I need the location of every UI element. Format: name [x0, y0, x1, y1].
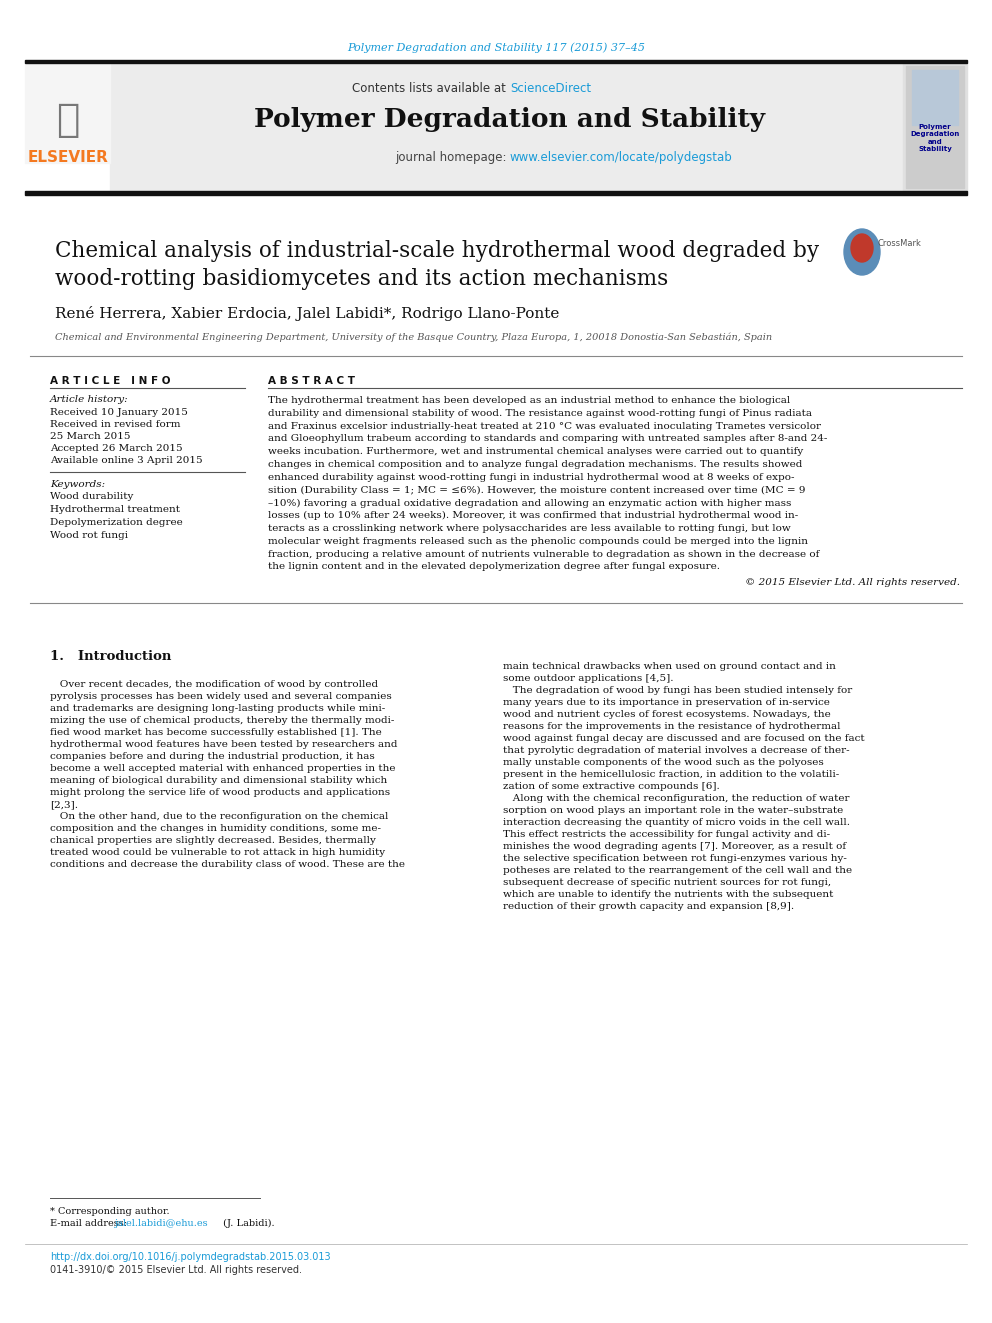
Text: might prolong the service life of wood products and applications: might prolong the service life of wood p… [50, 789, 390, 796]
Text: pyrolysis processes has been widely used and several companies: pyrolysis processes has been widely used… [50, 692, 392, 701]
Bar [906, 66, 964, 188]
Text: 🌳: 🌳 [57, 101, 79, 139]
Bar [25, 60, 967, 64]
Text: CrossMark: CrossMark [878, 239, 922, 249]
Text: reasons for the improvements in the resistance of hydrothermal: reasons for the improvements in the resi… [503, 722, 840, 732]
Text: Accepted 26 March 2015: Accepted 26 March 2015 [50, 445, 183, 452]
Text: Contents lists available at: Contents lists available at [352, 82, 510, 94]
Text: Along with the chemical reconfiguration, the reduction of water: Along with the chemical reconfiguration,… [503, 794, 849, 803]
Text: treated wood could be vulnerable to rot attack in high humidity: treated wood could be vulnerable to rot … [50, 848, 385, 857]
Text: http://dx.doi.org/10.1016/j.polymdegradstab.2015.03.013: http://dx.doi.org/10.1016/j.polymdegrads… [50, 1252, 330, 1262]
Text: subsequent decrease of specific nutrient sources for rot fungi,: subsequent decrease of specific nutrient… [503, 878, 831, 886]
Text: molecular weight fragments released such as the phenolic compounds could be merg: molecular weight fragments released such… [268, 537, 808, 546]
Text: hydrothermal wood features have been tested by researchers and: hydrothermal wood features have been tes… [50, 740, 398, 749]
Text: Depolymerization degree: Depolymerization degree [50, 519, 183, 527]
Text: 25 March 2015: 25 March 2015 [50, 433, 131, 441]
Text: interaction decreasing the quantity of micro voids in the cell wall.: interaction decreasing the quantity of m… [503, 818, 850, 827]
Text: –10%) favoring a gradual oxidative degradation and allowing an enzymatic action : –10%) favoring a gradual oxidative degra… [268, 499, 792, 508]
Text: wood and nutrient cycles of forest ecosystems. Nowadays, the: wood and nutrient cycles of forest ecosy… [503, 710, 830, 718]
Text: journal homepage:: journal homepage: [395, 152, 510, 164]
Text: which are unable to identify the nutrients with the subsequent: which are unable to identify the nutrien… [503, 890, 833, 900]
Text: The hydrothermal treatment has been developed as an industrial method to enhance: The hydrothermal treatment has been deve… [268, 396, 791, 405]
Text: Hydrothermal treatment: Hydrothermal treatment [50, 505, 180, 515]
Text: This effect restricts the accessibility for fungal activity and di-: This effect restricts the accessibility … [503, 830, 830, 839]
Text: A R T I C L E   I N F O: A R T I C L E I N F O [50, 376, 171, 386]
Text: Over recent decades, the modification of wood by controlled: Over recent decades, the modification of… [50, 680, 378, 689]
Text: the lignin content and in the elevated depolymerization degree after fungal expo: the lignin content and in the elevated d… [268, 562, 720, 572]
Text: wood-rotting basidiomycetes and its action mechanisms: wood-rotting basidiomycetes and its acti… [55, 269, 669, 290]
Bar [25, 191, 967, 194]
Text: E-mail address:: E-mail address: [50, 1218, 130, 1228]
Text: Received in revised form: Received in revised form [50, 419, 181, 429]
Bar [903, 64, 967, 191]
Bar [912, 70, 958, 124]
Text: conditions and decrease the durability class of wood. These are the: conditions and decrease the durability c… [50, 860, 405, 869]
Text: zation of some extractive compounds [6].: zation of some extractive compounds [6]. [503, 782, 720, 791]
Text: and trademarks are designing long-lasting products while mini-: and trademarks are designing long-lastin… [50, 704, 385, 713]
Text: changes in chemical composition and to analyze fungal degradation mechanisms. Th: changes in chemical composition and to a… [268, 460, 803, 468]
Text: some outdoor applications [4,5].: some outdoor applications [4,5]. [503, 673, 674, 683]
Text: minishes the wood degrading agents [7]. Moreover, as a result of: minishes the wood degrading agents [7]. … [503, 841, 846, 851]
Text: 1.   Introduction: 1. Introduction [50, 650, 172, 663]
Text: many years due to its importance in preservation of in-service: many years due to its importance in pres… [503, 699, 830, 706]
Text: © 2015 Elsevier Ltd. All rights reserved.: © 2015 Elsevier Ltd. All rights reserved… [745, 578, 960, 587]
Text: Chemical analysis of industrial-scale hydrothermal wood degraded by: Chemical analysis of industrial-scale hy… [55, 239, 819, 262]
Text: wood against fungal decay are discussed and are focused on the fact: wood against fungal decay are discussed … [503, 734, 865, 744]
Text: durability and dimensional stability of wood. The resistance against wood-rottin: durability and dimensional stability of … [268, 409, 812, 418]
Text: reduction of their growth capacity and expansion [8,9].: reduction of their growth capacity and e… [503, 902, 795, 912]
Text: become a well accepted material with enhanced properties in the: become a well accepted material with enh… [50, 763, 396, 773]
Text: Available online 3 April 2015: Available online 3 April 2015 [50, 456, 202, 464]
Text: teracts as a crosslinking network where polysaccharides are less available to ro: teracts as a crosslinking network where … [268, 524, 791, 533]
Text: sorption on wood plays an important role in the water–substrate: sorption on wood plays an important role… [503, 806, 843, 815]
Text: losses (up to 10% after 24 weeks). Moreover, it was confirmed that industrial hy: losses (up to 10% after 24 weeks). Moreo… [268, 511, 799, 520]
Text: Wood rot fungi: Wood rot fungi [50, 531, 128, 540]
Text: Received 10 January 2015: Received 10 January 2015 [50, 407, 187, 417]
Text: chanical properties are slightly decreased. Besides, thermally: chanical properties are slightly decreas… [50, 836, 376, 845]
Text: René Herrera, Xabier Erdocia, Jalel Labidi*, Rodrigo Llano-Ponte: René Herrera, Xabier Erdocia, Jalel Labi… [55, 306, 559, 321]
Text: www.elsevier.com/locate/polydegstab: www.elsevier.com/locate/polydegstab [510, 152, 733, 164]
Text: that pyrolytic degradation of material involves a decrease of ther-: that pyrolytic degradation of material i… [503, 746, 849, 755]
Text: Article history:: Article history: [50, 396, 129, 404]
Text: mizing the use of chemical products, thereby the thermally modi-: mizing the use of chemical products, the… [50, 716, 395, 725]
Text: jalel.labidi@ehu.es: jalel.labidi@ehu.es [115, 1218, 208, 1228]
Text: Chemical and Environmental Engineering Department, University of the Basque Coun: Chemical and Environmental Engineering D… [55, 332, 772, 341]
Text: 0141-3910/© 2015 Elsevier Ltd. All rights reserved.: 0141-3910/© 2015 Elsevier Ltd. All right… [50, 1265, 302, 1275]
Text: (J. Labidi).: (J. Labidi). [220, 1218, 275, 1228]
Text: the selective specification between rot fungi-enzymes various hy-: the selective specification between rot … [503, 855, 847, 863]
Text: A B S T R A C T: A B S T R A C T [268, 376, 355, 386]
Text: * Corresponding author.: * Corresponding author. [50, 1207, 170, 1216]
Text: Polymer Degradation and Stability 117 (2015) 37–45: Polymer Degradation and Stability 117 (2… [347, 42, 645, 53]
Text: Keywords:: Keywords: [50, 480, 105, 490]
Text: ELSEVIER: ELSEVIER [28, 151, 108, 165]
Text: and Gloeophyllum trabeum according to standards and comparing with untreated sam: and Gloeophyllum trabeum according to st… [268, 434, 827, 443]
Text: Polymer Degradation and Stability: Polymer Degradation and Stability [255, 107, 766, 132]
Text: meaning of biological durability and dimensional stability which: meaning of biological durability and dim… [50, 777, 387, 785]
Ellipse shape [844, 229, 880, 275]
Text: sition (Durability Class = 1; MC = ≤6%). However, the moisture content increased: sition (Durability Class = 1; MC = ≤6%).… [268, 486, 806, 495]
Bar [110, 64, 903, 191]
Text: [2,3].: [2,3]. [50, 800, 78, 808]
Text: mally unstable components of the wood such as the polyoses: mally unstable components of the wood su… [503, 758, 823, 767]
Ellipse shape [851, 234, 873, 262]
Text: The degradation of wood by fungi has been studied intensely for: The degradation of wood by fungi has bee… [503, 687, 852, 695]
Text: fraction, producing a relative amount of nutrients vulnerable to degradation as : fraction, producing a relative amount of… [268, 549, 819, 558]
Text: main technical drawbacks when used on ground contact and in: main technical drawbacks when used on gr… [503, 662, 836, 671]
Text: composition and the changes in humidity conditions, some me-: composition and the changes in humidity … [50, 824, 381, 833]
Text: Wood durability: Wood durability [50, 492, 133, 501]
Text: Polymer
Degradation
and
Stability: Polymer Degradation and Stability [911, 124, 959, 152]
Text: enhanced durability against wood-rotting fungi in industrial hydrothermal wood a: enhanced durability against wood-rotting… [268, 472, 795, 482]
Bar [25, 64, 110, 163]
Text: fied wood market has become successfully established [1]. The: fied wood market has become successfully… [50, 728, 382, 737]
Text: present in the hemicellulosic fraction, in addition to the volatili-: present in the hemicellulosic fraction, … [503, 770, 839, 779]
Text: ScienceDirect: ScienceDirect [510, 82, 591, 94]
Text: potheses are related to the rearrangement of the cell wall and the: potheses are related to the rearrangemen… [503, 867, 852, 875]
Text: On the other hand, due to the reconfiguration on the chemical: On the other hand, due to the reconfigur… [50, 812, 389, 822]
Text: and Fraxinus excelsior industrially-heat treated at 210 °C was evaluated inocula: and Fraxinus excelsior industrially-heat… [268, 422, 821, 430]
Text: weeks incubation. Furthermore, wet and instrumental chemical analyses were carri: weeks incubation. Furthermore, wet and i… [268, 447, 804, 456]
Text: companies before and during the industrial production, it has: companies before and during the industri… [50, 751, 375, 761]
